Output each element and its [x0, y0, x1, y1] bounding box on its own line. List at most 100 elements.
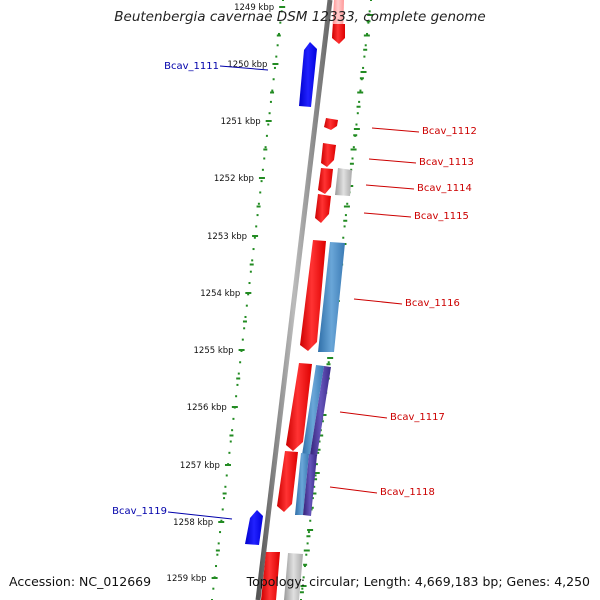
- left-dotted-track: [211, 0, 284, 600]
- gene-labels: Bcav_1111 Bcav_1112 Bcav_1113 Bcav_1114 Bcav…: [112, 61, 477, 520]
- gene-label-bcav-1113[interactable]: Bcav_1113: [419, 157, 474, 168]
- gene-leader-line: [363, 212, 412, 218]
- gene-label-bcav-1118[interactable]: Bcav_1118: [380, 487, 435, 498]
- track-dot: [244, 315, 247, 318]
- track-dot: [344, 214, 347, 217]
- gene-bcav-1119[interactable]: [245, 510, 263, 545]
- track-dot: [314, 474, 317, 477]
- track-dot: [280, 10, 283, 13]
- track-dot: [236, 383, 239, 386]
- gene-label-bcav-1114[interactable]: Bcav_1114: [417, 183, 472, 194]
- gene-bcav-1116[interactable]: [300, 240, 326, 351]
- track-dot: [311, 497, 314, 500]
- gene-bcav-1118-steel[interactable]: [295, 453, 309, 515]
- track-dot: [272, 78, 275, 81]
- track-dot: [309, 519, 312, 522]
- gene-bcav-1117-purple[interactable]: [310, 366, 331, 456]
- track-dot: [370, 0, 372, 1]
- track-dot: [343, 225, 346, 228]
- scale-tick-label: 1251 kbp: [221, 117, 261, 127]
- scale-tick-label: 1257 kbp: [180, 461, 220, 471]
- track-dot: [275, 55, 278, 58]
- topology-summary: Topology: circular; Length: 4,669,183 bp…: [246, 574, 590, 589]
- track-dot: [248, 282, 251, 285]
- track-dot: [279, 21, 282, 24]
- track-dot: [302, 576, 305, 579]
- track-dot: [256, 214, 259, 217]
- track-dot: [355, 123, 358, 126]
- gene-bcav-1116-steel[interactable]: [318, 242, 345, 352]
- track-dot: [247, 293, 250, 296]
- track-dot: [261, 168, 264, 171]
- gene-bcav-1113[interactable]: [321, 143, 336, 167]
- track-dot: [265, 134, 268, 137]
- track-dot: [223, 497, 226, 500]
- scale-tick-label: 1258 kbp: [173, 518, 213, 528]
- gene-top-partial-red[interactable]: [332, 24, 345, 44]
- gene-bcav-1117[interactable]: [286, 363, 312, 451]
- track-dot: [243, 327, 246, 330]
- track-dot: [219, 531, 222, 534]
- track-dot: [216, 553, 219, 556]
- track-dot: [277, 32, 280, 35]
- track-dot: [364, 44, 367, 47]
- gene-leader-line: [368, 158, 417, 164]
- gene-label-bcav-1117[interactable]: Bcav_1117: [390, 412, 445, 423]
- track-dot: [317, 451, 320, 454]
- track-dot: [273, 66, 276, 69]
- gene-bcav-1112[interactable]: [324, 118, 338, 130]
- gene-bottom-grey[interactable]: [284, 553, 303, 600]
- track-dot: [271, 89, 274, 92]
- track-dot: [229, 440, 232, 443]
- track-dot: [350, 168, 353, 171]
- track-dot: [306, 542, 309, 545]
- track-dot: [251, 259, 254, 262]
- track-dot: [231, 429, 234, 432]
- track-dot: [366, 32, 369, 35]
- accession-text: Accession: NC_012669: [9, 574, 152, 589]
- track-dot: [253, 236, 256, 239]
- gene-label-bcav-1119[interactable]: Bcav_1119: [112, 506, 167, 517]
- gene-label-bcav-1112[interactable]: Bcav_1112: [422, 126, 477, 137]
- scale-ticks: 1249 kbp 1250 kbp 1251 kbp 1252 kbp 1253 kbp…: [167, 3, 374, 594]
- track-dot: [359, 89, 362, 92]
- gene-bottom-red[interactable]: [261, 552, 280, 600]
- track-dot: [241, 338, 244, 341]
- track-dot: [220, 519, 223, 522]
- track-dot: [259, 191, 262, 194]
- gene-bcav-1118-purple[interactable]: [303, 454, 317, 516]
- backbone-axis: [255, 0, 333, 600]
- track-dot: [257, 202, 260, 205]
- track-dot: [264, 146, 267, 149]
- gene-bcav-1117-steel[interactable]: [302, 365, 324, 455]
- track-dot: [351, 157, 354, 160]
- track-dot: [217, 542, 220, 545]
- track-dot: [346, 202, 349, 205]
- scale-tick-label: 1249 kbp: [234, 3, 274, 13]
- track-dot: [269, 100, 272, 103]
- track-dot: [263, 157, 266, 160]
- gene-bcav-1111[interactable]: [299, 42, 317, 107]
- track-dot: [315, 463, 318, 466]
- gene-features: [245, 0, 352, 600]
- track-dot: [358, 100, 361, 103]
- gene-bcav-1114-grey[interactable]: [335, 168, 352, 196]
- track-dot: [260, 180, 263, 183]
- gene-label-bcav-1111[interactable]: Bcav_1111: [164, 61, 219, 72]
- gene-bcav-1115[interactable]: [315, 194, 331, 223]
- track-dot: [318, 440, 321, 443]
- track-dot: [249, 270, 252, 273]
- gene-leader-line: [219, 65, 269, 71]
- scale-tick-label: 1253 kbp: [207, 232, 247, 242]
- track-dot: [307, 531, 310, 534]
- scale-tick-label: 1256 kbp: [187, 403, 227, 413]
- gene-leader-line: [353, 298, 403, 305]
- gene-label-bcav-1115[interactable]: Bcav_1115: [414, 211, 469, 222]
- track-dot: [356, 112, 359, 115]
- gene-label-bcav-1116[interactable]: Bcav_1116: [405, 298, 460, 309]
- gene-bcav-1114[interactable]: [318, 168, 333, 194]
- track-dot: [282, 0, 284, 1]
- track-dot: [228, 451, 231, 454]
- gene-bcav-1118[interactable]: [277, 451, 298, 512]
